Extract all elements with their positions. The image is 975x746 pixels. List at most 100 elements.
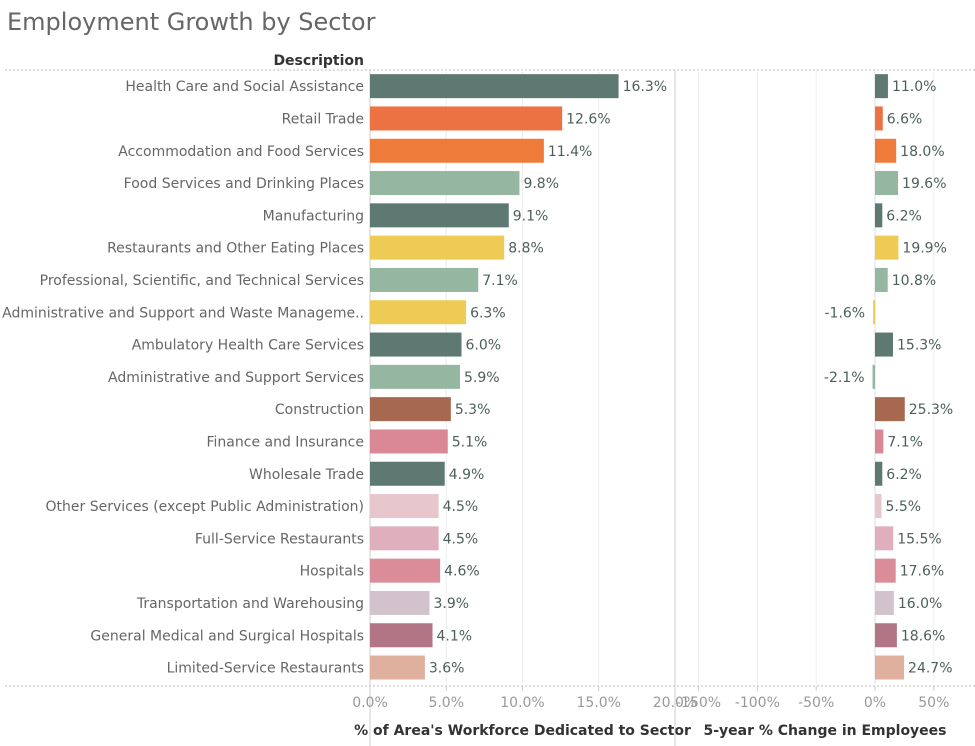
data-label: 4.6%	[444, 564, 480, 580]
bar	[875, 332, 893, 357]
category-label: Ambulatory Health Care Services	[132, 338, 364, 354]
category-label: Full-Service Restaurants	[195, 531, 364, 547]
data-label: 6.6%	[887, 111, 923, 127]
category-label: Restaurants and Other Eating Places	[107, 241, 364, 257]
category-label: Retail Trade	[282, 111, 364, 127]
bar	[370, 397, 451, 422]
bar	[370, 332, 462, 357]
category-label: General Medical and Surgical Hospitals	[90, 628, 364, 644]
data-label: 9.8%	[523, 176, 559, 192]
data-label: 16.3%	[623, 79, 667, 95]
bar	[875, 655, 905, 680]
bar	[875, 203, 883, 228]
bar	[370, 106, 563, 131]
bar	[875, 623, 897, 648]
chart-title: Employment Growth by Sector	[7, 8, 376, 36]
tick-label: 50%	[918, 695, 949, 711]
data-label: 4.5%	[443, 499, 479, 515]
tick-label: 15.0%	[577, 695, 621, 711]
bar	[875, 461, 883, 486]
bar	[370, 203, 509, 228]
bar	[370, 235, 505, 260]
bar	[875, 267, 888, 292]
data-label: 4.1%	[437, 628, 473, 644]
category-label: Accommodation and Food Services	[118, 144, 364, 160]
data-label: 5.3%	[455, 402, 491, 418]
row-header: Description	[273, 53, 364, 69]
data-label: -2.1%	[824, 370, 865, 386]
tick-label: 10.0%	[500, 695, 544, 711]
category-label: Wholesale Trade	[249, 467, 364, 483]
category-label: Finance and Insurance	[207, 434, 365, 450]
bar	[370, 138, 544, 163]
bar	[875, 106, 883, 131]
data-label: 15.3%	[897, 338, 941, 354]
bar	[370, 558, 441, 583]
bar	[370, 429, 448, 454]
data-label: 11.0%	[892, 79, 936, 95]
axis-title: % of Area's Workforce Dedicated to Secto…	[354, 723, 691, 739]
category-label: Transportation and Warehousing	[136, 596, 364, 612]
bar	[370, 494, 439, 519]
data-label: 6.3%	[470, 305, 506, 321]
bar	[875, 494, 882, 519]
data-label: 9.1%	[513, 208, 549, 224]
data-label: 5.1%	[452, 434, 488, 450]
tick-label: 0%	[864, 695, 886, 711]
category-label: Food Services and Drinking Places	[124, 176, 364, 192]
category-label: Other Services (except Public Administra…	[46, 499, 364, 515]
bar	[875, 235, 899, 260]
data-label: 6.2%	[886, 467, 922, 483]
bar	[875, 397, 905, 422]
bar	[370, 364, 460, 389]
category-label: Manufacturing	[263, 208, 364, 224]
data-label: 3.6%	[429, 661, 465, 677]
data-label: 5.5%	[885, 499, 921, 515]
data-label: 19.9%	[902, 241, 946, 257]
tick-label: -50%	[798, 695, 834, 711]
category-label: Limited-Service Restaurants	[167, 661, 364, 677]
bar	[370, 267, 479, 292]
data-label: 17.6%	[900, 564, 944, 580]
data-label: 25.3%	[909, 402, 953, 418]
bar	[875, 74, 888, 99]
data-label: 8.8%	[508, 241, 544, 257]
bar	[370, 590, 430, 615]
data-label: 11.4%	[548, 144, 592, 160]
data-label: 18.6%	[901, 628, 945, 644]
category-label: Professional, Scientific, and Technical …	[40, 273, 364, 289]
bar	[875, 138, 897, 163]
data-label: 24.7%	[908, 661, 952, 677]
bar	[875, 429, 884, 454]
tick-label: 0.0%	[352, 695, 388, 711]
data-label: 6.0%	[466, 338, 502, 354]
data-label: 16.0%	[898, 596, 942, 612]
data-label: 5.9%	[464, 370, 500, 386]
data-label: 18.0%	[900, 144, 944, 160]
bar	[370, 74, 619, 99]
bar	[875, 558, 896, 583]
bar	[875, 526, 894, 551]
bar	[370, 623, 433, 648]
bar	[872, 364, 875, 389]
axis-title: 5-year % Change in Employees	[703, 723, 946, 739]
bar	[875, 590, 894, 615]
data-label: 4.9%	[449, 467, 485, 483]
data-label: 7.1%	[887, 434, 923, 450]
bar	[875, 171, 899, 196]
category-label: Administrative and Support Services	[108, 370, 364, 386]
data-label: -1.6%	[824, 305, 865, 321]
data-label: 7.1%	[482, 273, 518, 289]
category-label: Hospitals	[300, 564, 364, 580]
data-label: 19.6%	[902, 176, 946, 192]
bar	[370, 655, 425, 680]
tick-label: 5.0%	[428, 695, 464, 711]
category-label: Construction	[275, 402, 364, 418]
category-label: Health Care and Social Assistance	[125, 79, 364, 95]
bar	[873, 300, 875, 325]
tick-label: -100%	[735, 695, 780, 711]
bar	[370, 461, 445, 486]
data-label: 12.6%	[566, 111, 610, 127]
data-label: 4.5%	[443, 531, 479, 547]
